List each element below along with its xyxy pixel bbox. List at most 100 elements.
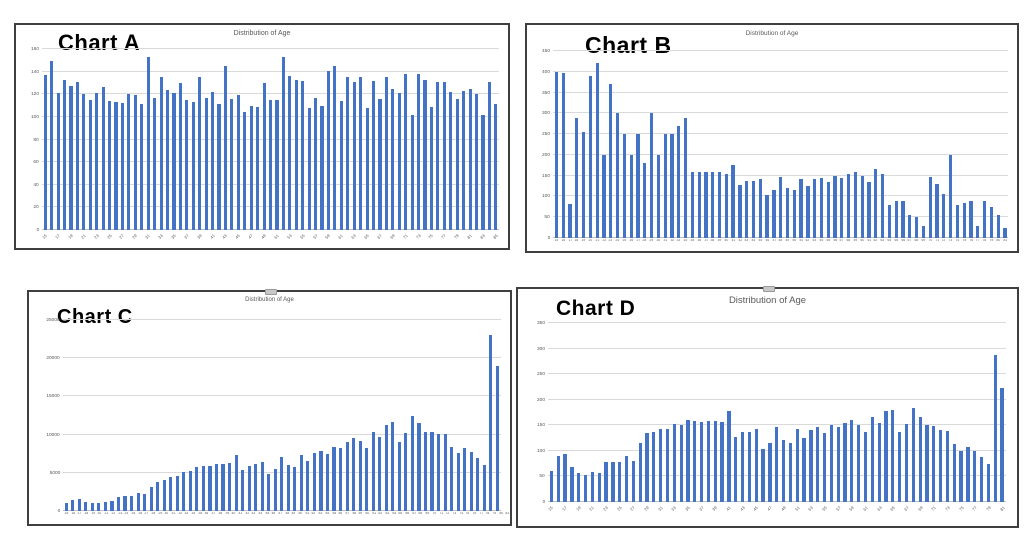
bar [904,424,909,502]
x-axis-tick-label: 57 [840,239,844,243]
bar-slot [655,51,662,238]
bar [631,461,635,502]
bar-slot [992,323,999,502]
bar [665,428,670,502]
bar [208,465,212,511]
x-axis-tick-label: 79 [492,512,497,516]
x-axis-tick-label: 45 [235,233,242,241]
x-axis-tick-label: 66 [901,239,905,243]
x-axis-tick-label: 85 [492,233,499,241]
bar [597,472,601,502]
bar-slot [866,51,873,238]
bar [127,94,131,230]
bar-slot [709,51,716,238]
bar [925,425,929,502]
x-axis-tick-label: 69 [389,233,396,241]
bar-slot [357,49,363,230]
x-axis-tick-label: 81 [999,505,1006,513]
x-axis-tick-label: 69 [425,512,430,516]
chart-panel-d[interactable]: Distribution of Age Chart D 0 50 100 150 200… [516,286,1019,528]
bar [314,97,318,230]
bar [75,81,79,230]
x-axis-tick-label: 39 [225,512,229,516]
x-axis-tick-label: 69 [917,505,924,513]
x-axis-tick-label: 71 [935,239,939,243]
bar-slot [441,49,447,230]
x-axis-tick-label: 31 [657,505,664,513]
bar-slot [267,49,273,230]
y-axis-tick-label: 20000 [46,355,60,361]
bar-slot [657,323,664,502]
bar [704,172,708,238]
x-axis-tick-label: 63 [385,512,390,516]
bar-series [42,49,499,230]
x-axis-tick-label: 21 [589,505,596,513]
bar-slot [331,320,338,511]
bar [740,431,745,502]
bar [294,79,298,230]
bar [672,424,676,502]
bar [652,431,656,502]
bar [577,473,581,502]
x-axis-tick-label: 78 [485,512,490,516]
chart-panel-c[interactable]: Distribution of Age Chart C 0 5000 10000 15… [27,289,512,526]
bar [891,409,895,502]
bar [175,475,179,511]
x-axis-tick-label: 53 [286,233,293,241]
chart-panel-a[interactable]: Distribution of Age Chart A 0 20 40 60 80 100… [14,23,510,250]
bar [775,426,779,502]
x-axis-tick-label: 21 [595,239,600,243]
bar [677,125,681,238]
chart-panel-b[interactable]: Distribution of Age Chart B 0 50 100 150 200… [525,23,1019,253]
x-axis-tick-label: 32 [178,512,182,516]
bar-slot [705,323,712,502]
bar-slot [893,51,900,238]
x-axis-tick-label: 22 [602,239,606,243]
bar [95,93,99,230]
bar-slot [220,320,227,511]
bar [191,102,195,230]
bar [482,465,486,511]
bar-slot [480,49,486,230]
y-axis-tick-label: 0 [542,499,545,505]
bar-slot [940,51,947,238]
bar [717,172,722,238]
bar-slot [100,49,106,230]
bar-slot [804,51,811,238]
bar-slot [678,323,685,502]
bar [397,93,401,230]
x-axis-tick-label: 40 [231,512,236,516]
bar-slot [261,49,267,230]
y-axis-tick-label: 100 [536,448,545,454]
x-axis-tick-label: 30 [164,512,169,516]
bar-slot [872,51,879,238]
bar-slot [896,323,903,502]
bar [77,498,81,511]
bar-slot [924,323,931,502]
bar [986,463,991,502]
bar-slot [794,323,801,502]
bar-slot [415,49,421,230]
bar [462,90,466,230]
bar [56,93,60,230]
bar [945,431,950,502]
bar-slot [351,49,357,230]
bar-slot [383,320,390,511]
bar [221,463,225,511]
bar [745,180,749,238]
x-axis-tick-label: 61 [867,239,871,243]
x-axis-tick-label: 76 [969,239,973,243]
bar-slot [89,320,96,511]
bar-slot [913,51,920,238]
x-axis-tick-label: 42 [738,239,742,243]
bar-slot [582,323,589,502]
bar-slot [978,323,985,502]
bar [549,471,554,502]
bar [469,452,473,511]
bar [165,89,170,230]
bar [969,201,973,238]
bar-slot [906,51,913,238]
bar-slot [363,320,370,511]
bar [870,417,874,502]
x-axis-tick-label: 67 [903,505,910,513]
